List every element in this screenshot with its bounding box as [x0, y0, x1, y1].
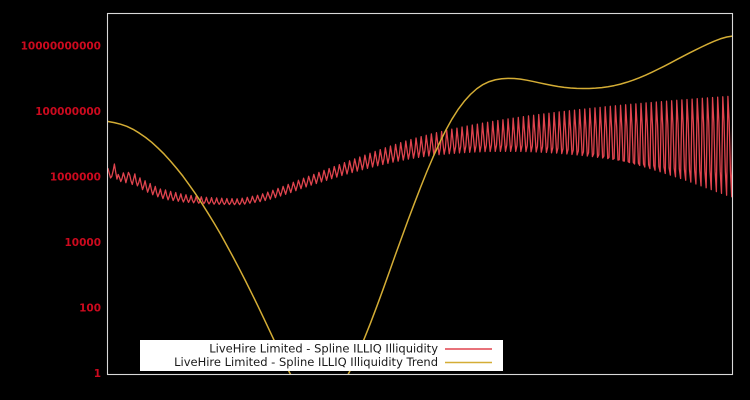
- chart-legend[interactable]: LiveHire Limited - Spline ILLIQ Illiquid…: [140, 340, 503, 371]
- y-axis-tick-label: 10000000000: [21, 41, 101, 53]
- y-axis-tick-label: 10000: [64, 237, 101, 249]
- legend-background: [140, 340, 503, 371]
- y-axis-tick-label: 100000000: [35, 106, 101, 118]
- legend-label[interactable]: LiveHire Limited - Spline ILLIQ Illiquid…: [174, 355, 438, 369]
- plot-frame: [106, 12, 734, 376]
- series-line-illiquidity-trend: [108, 35, 733, 374]
- series-clip-group: [108, 35, 733, 374]
- y-axis-tick-label: 1: [94, 368, 101, 380]
- y-axis-tick-label: 1000000: [50, 172, 101, 184]
- legend-label[interactable]: LiveHire Limited - Spline ILLIQ Illiquid…: [209, 342, 438, 356]
- y-axis-tick-labels: 1 100 10000 1000000 100000000 10000000000: [21, 41, 101, 380]
- chart-series-group: [108, 35, 733, 374]
- series-line-illiquidity: [108, 95, 733, 206]
- y-axis-tick-label: 100: [79, 303, 101, 315]
